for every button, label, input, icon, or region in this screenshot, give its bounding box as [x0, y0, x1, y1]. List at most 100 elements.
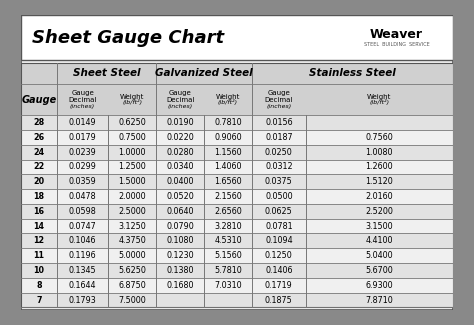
Text: Gauge: Gauge	[169, 90, 191, 96]
Text: 1.1560: 1.1560	[214, 148, 242, 157]
Text: 3.2810: 3.2810	[214, 222, 242, 230]
Text: 0.0280: 0.0280	[166, 148, 194, 157]
Text: 0.0781: 0.0781	[265, 222, 292, 230]
Text: 5.6700: 5.6700	[365, 266, 393, 275]
Text: 1.4060: 1.4060	[214, 162, 242, 171]
Text: 0.0747: 0.0747	[69, 222, 96, 230]
Text: 0.0149: 0.0149	[69, 118, 96, 127]
Text: Decimal: Decimal	[166, 97, 194, 103]
Text: 0.0299: 0.0299	[69, 162, 97, 171]
Text: 8: 8	[36, 281, 42, 290]
Text: 0.0239: 0.0239	[69, 148, 96, 157]
Text: 0.0598: 0.0598	[69, 207, 96, 216]
Bar	[156, 63, 252, 84]
Text: 0.0359: 0.0359	[69, 177, 96, 186]
Text: 0.9060: 0.9060	[214, 133, 242, 142]
Text: 10: 10	[34, 266, 45, 275]
Bar	[21, 130, 453, 145]
Text: 3.1250: 3.1250	[118, 222, 146, 230]
Text: 2.1560: 2.1560	[214, 192, 242, 201]
Text: Gauge: Gauge	[71, 90, 94, 96]
Text: 0.0179: 0.0179	[69, 133, 96, 142]
Text: 1.6560: 1.6560	[214, 177, 242, 186]
Text: 0.7500: 0.7500	[118, 133, 146, 142]
Text: 6.8750: 6.8750	[118, 281, 146, 290]
Text: 28: 28	[33, 118, 45, 127]
Bar	[21, 15, 453, 60]
Bar	[21, 248, 453, 263]
Text: 0.0520: 0.0520	[166, 192, 194, 201]
Text: 0.0640: 0.0640	[166, 207, 194, 216]
Text: 18: 18	[34, 192, 45, 201]
Bar	[21, 204, 453, 219]
Bar	[21, 145, 453, 160]
Text: 2.0000: 2.0000	[118, 192, 146, 201]
Text: 0.1875: 0.1875	[265, 295, 293, 305]
Text: 7.0310: 7.0310	[214, 281, 242, 290]
Text: 0.1094: 0.1094	[265, 236, 292, 245]
Text: 1.0080: 1.0080	[365, 148, 393, 157]
Text: 4.4100: 4.4100	[365, 236, 393, 245]
Text: 0.0220: 0.0220	[166, 133, 194, 142]
Text: 0.0375: 0.0375	[265, 177, 293, 186]
Text: 0.7810: 0.7810	[214, 118, 242, 127]
Text: 0.1080: 0.1080	[166, 236, 194, 245]
Text: 0.1644: 0.1644	[69, 281, 96, 290]
Text: Weight: Weight	[120, 94, 145, 100]
Bar	[21, 115, 453, 130]
Text: 12: 12	[34, 236, 45, 245]
Bar	[21, 174, 453, 189]
Text: (inches): (inches)	[266, 104, 292, 109]
Text: 0.0156: 0.0156	[265, 118, 292, 127]
Bar	[57, 63, 156, 84]
Text: 0.0790: 0.0790	[166, 222, 194, 230]
Text: 5.1560: 5.1560	[214, 251, 242, 260]
Text: 2.5000: 2.5000	[118, 207, 146, 216]
Text: 5.0400: 5.0400	[365, 251, 393, 260]
Text: 2.5200: 2.5200	[365, 207, 393, 216]
Text: Galvanized Steel: Galvanized Steel	[155, 69, 253, 78]
Text: Sheet Steel: Sheet Steel	[73, 69, 140, 78]
Text: Stainless Steel: Stainless Steel	[309, 69, 395, 78]
Text: 0.1380: 0.1380	[166, 266, 194, 275]
Text: 0.1046: 0.1046	[69, 236, 96, 245]
Text: 0.1719: 0.1719	[265, 281, 293, 290]
Text: (inches): (inches)	[167, 104, 193, 109]
Text: Gauge: Gauge	[267, 90, 290, 96]
Text: 1.5120: 1.5120	[365, 177, 393, 186]
Bar	[21, 263, 453, 278]
Text: 0.0187: 0.0187	[265, 133, 292, 142]
Text: Weight: Weight	[216, 94, 240, 100]
Text: 1.2600: 1.2600	[365, 162, 393, 171]
Text: 0.7560: 0.7560	[365, 133, 393, 142]
Bar	[252, 63, 453, 84]
Text: 0.0190: 0.0190	[166, 118, 194, 127]
Text: 1.0000: 1.0000	[118, 148, 146, 157]
Text: 0.0312: 0.0312	[265, 162, 292, 171]
Text: 0.0340: 0.0340	[166, 162, 194, 171]
Text: 20: 20	[34, 177, 45, 186]
Text: 3.1500: 3.1500	[365, 222, 393, 230]
Bar	[21, 160, 453, 174]
Text: 14: 14	[34, 222, 45, 230]
Text: 0.1250: 0.1250	[265, 251, 293, 260]
Text: 0.0500: 0.0500	[265, 192, 292, 201]
Text: 1.5000: 1.5000	[118, 177, 146, 186]
Bar	[57, 84, 156, 115]
Text: 4.5310: 4.5310	[214, 236, 242, 245]
Bar	[21, 63, 57, 84]
Text: 7.8710: 7.8710	[365, 295, 393, 305]
Text: 22: 22	[33, 162, 45, 171]
Text: Decimal: Decimal	[68, 97, 97, 103]
Text: Weaver: Weaver	[370, 28, 423, 41]
Text: 5.7810: 5.7810	[214, 266, 242, 275]
Bar	[21, 233, 453, 248]
Text: 0.0478: 0.0478	[69, 192, 96, 201]
Bar	[252, 84, 453, 115]
Text: 0.1793: 0.1793	[69, 295, 96, 305]
Text: 1.2500: 1.2500	[118, 162, 146, 171]
Text: 0.6250: 0.6250	[118, 118, 146, 127]
Text: (lb/ft²): (lb/ft²)	[369, 99, 390, 105]
Text: 5.6250: 5.6250	[118, 266, 146, 275]
Text: STEEL  BUILDING  SERVICE: STEEL BUILDING SERVICE	[364, 43, 429, 47]
